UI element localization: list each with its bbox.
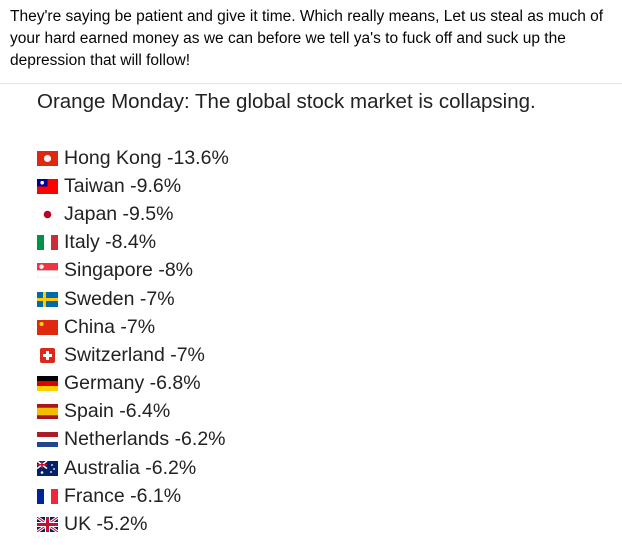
list-item: Spain -6.4% [37, 398, 229, 426]
item-text: UK -5.2% [64, 513, 148, 536]
list-item: Sweden -7% [37, 285, 229, 313]
item-text: Singapore -8% [64, 259, 193, 282]
flag [37, 488, 58, 504]
list-item: France -6.1% [37, 482, 229, 510]
item-text: France -6.1% [64, 484, 182, 507]
item-text: Taiwan -9.6% [64, 174, 182, 197]
list-item: Germany -6.8% [37, 370, 229, 398]
item-text: Germany -6.8% [64, 372, 201, 395]
list-item: Switzerland -7% [37, 341, 229, 369]
divider [0, 83, 622, 84]
item-text: Switzerland -7% [64, 343, 205, 366]
item-text: Italy -8.4% [64, 231, 157, 254]
flag [37, 404, 58, 420]
flag [37, 517, 58, 533]
flag [37, 460, 58, 476]
flag [37, 206, 58, 222]
list-item: Singapore -8% [37, 257, 229, 285]
list-item: Taiwan -9.6% [37, 172, 229, 200]
post-image: Orange Monday: The global stock market i… [0, 84, 622, 545]
flag [37, 291, 58, 307]
flag [37, 150, 58, 166]
item-text: Sweden -7% [64, 287, 175, 310]
item-text: Japan -9.5% [64, 202, 174, 225]
flag [37, 178, 58, 194]
item-text: Hong Kong -13.6% [64, 146, 229, 169]
post-text: They're saying be patient and give it ti… [10, 8, 604, 69]
flag [40, 347, 55, 363]
list-item: Japan -9.5% [37, 200, 229, 228]
list-item: China -7% [37, 313, 229, 341]
flag [37, 235, 58, 251]
flag [37, 263, 58, 279]
country-list: Hong Kong -13.6% Taiwan -9.6% Japan -9.5… [37, 144, 229, 539]
image-title: Orange Monday: The global stock market i… [37, 90, 536, 113]
flag [37, 376, 58, 392]
flag [37, 319, 58, 335]
item-text: Australia -6.2% [64, 456, 197, 479]
list-item: Italy -8.4% [37, 229, 229, 257]
list-item: Hong Kong -13.6% [37, 144, 229, 172]
list-item: Netherlands -6.2% [37, 426, 229, 454]
item-text: Netherlands -6.2% [64, 428, 226, 451]
item-text: China -7% [64, 315, 156, 338]
flag [37, 432, 58, 448]
list-item: Australia -6.2% [37, 454, 229, 482]
list-item: UK -5.2% [37, 510, 229, 538]
item-text: Spain -6.4% [64, 400, 171, 423]
